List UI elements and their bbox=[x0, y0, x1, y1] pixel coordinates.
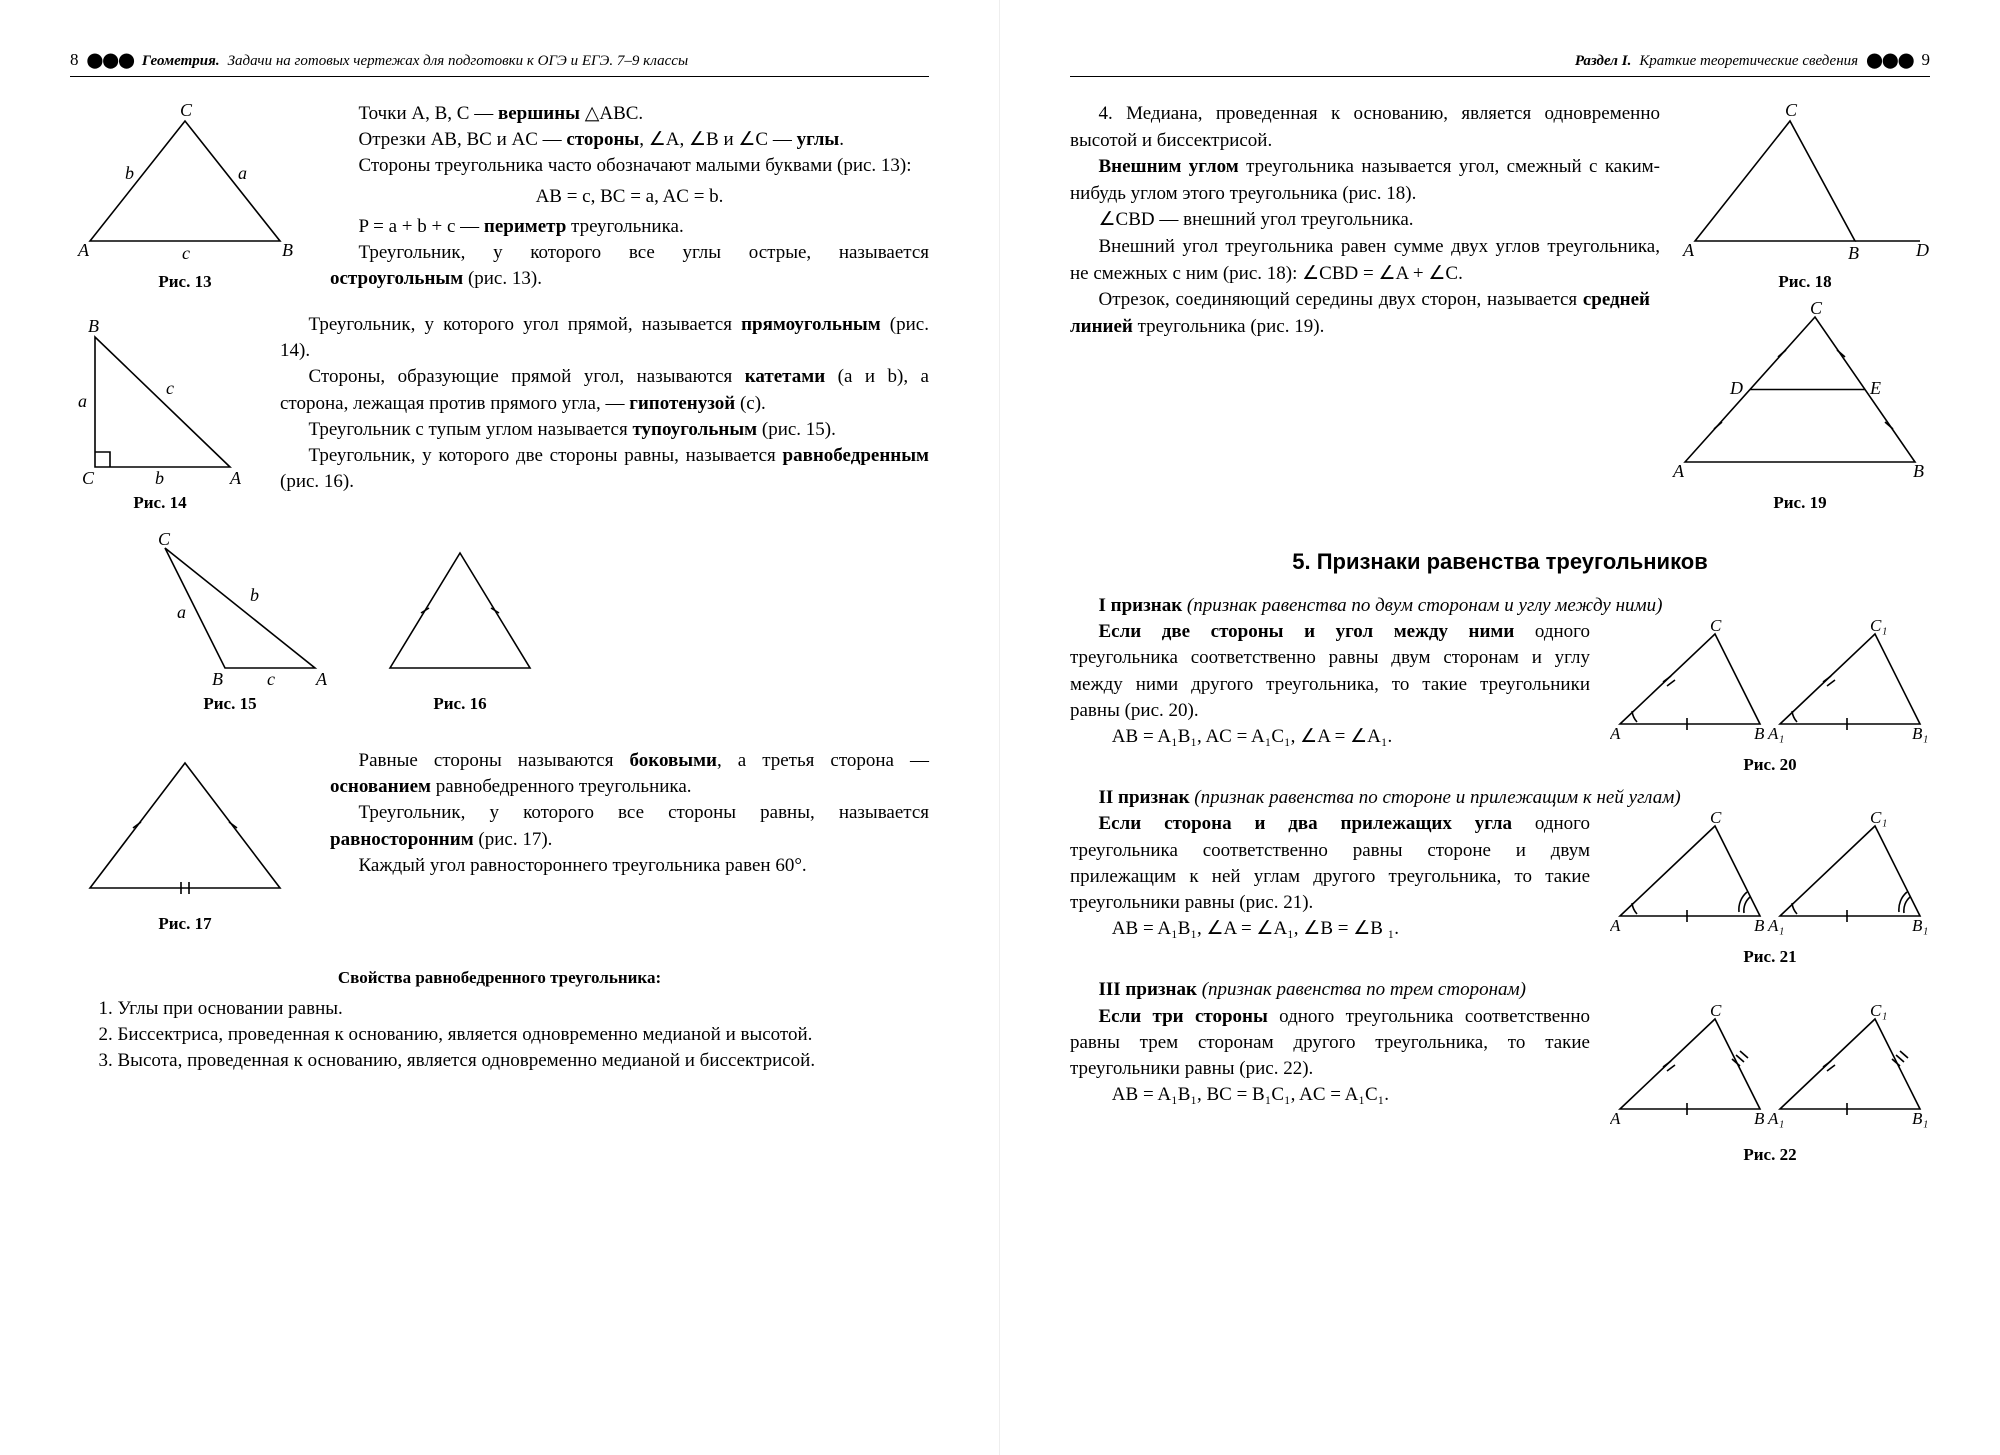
svg-text:C₁: C₁ bbox=[1870, 1004, 1887, 1020]
block-fig17: Рис. 17 Равные стороны называются боковы… bbox=[70, 748, 929, 954]
svg-text:A: A bbox=[315, 669, 328, 688]
head-section-bold: Раздел I. bbox=[1575, 53, 1632, 70]
figure-15-caption: Рис. 15 bbox=[130, 694, 330, 714]
svg-text:B: B bbox=[1754, 724, 1765, 743]
prop-2: 2. Биссектриса, проведенная к основанию,… bbox=[70, 1022, 929, 1048]
text-col-2: Треугольник, у которого угол прямой, наз… bbox=[280, 312, 929, 533]
svg-text:C₁: C₁ bbox=[1870, 811, 1887, 827]
svg-text:b: b bbox=[250, 585, 259, 605]
svg-text:b: b bbox=[155, 468, 164, 487]
row-figs-15-16: C B A a b c Рис. 15 bbox=[130, 533, 929, 734]
svg-text:A₁: A₁ bbox=[1767, 1109, 1784, 1128]
svg-text:B: B bbox=[1848, 243, 1859, 263]
svg-text:C: C bbox=[1710, 811, 1722, 827]
figure-18-caption: Рис. 18 bbox=[1680, 272, 1930, 292]
svg-text:A₁: A₁ bbox=[1767, 916, 1784, 935]
figure-16-caption: Рис. 16 bbox=[370, 694, 550, 714]
figure-19-caption: Рис. 19 bbox=[1670, 493, 1930, 513]
figure-19: A B C D E Рис. 19 bbox=[1670, 302, 1930, 513]
head-title-italic: Задачи на готовых чертежах для подготовк… bbox=[228, 53, 689, 70]
head-title-italic: Краткие теоретические сведения bbox=[1639, 53, 1858, 70]
svg-text:B: B bbox=[1754, 1109, 1765, 1128]
isosceles-properties-head: Свойства равнобедренного треугольника: bbox=[70, 968, 929, 988]
sign3-header: III признак (признак равенства по трем с… bbox=[1070, 977, 1930, 1003]
figure-22: A B C A₁ B₁ C₁ Рис. 22 bbox=[1610, 1004, 1930, 1165]
svg-text:c: c bbox=[267, 669, 275, 688]
svg-text:A: A bbox=[1610, 916, 1621, 935]
svg-text:B₁: B₁ bbox=[1912, 724, 1928, 743]
svg-text:c: c bbox=[166, 378, 174, 398]
svg-text:C: C bbox=[180, 101, 193, 120]
svg-text:B: B bbox=[88, 316, 99, 336]
svg-text:D: D bbox=[1915, 240, 1929, 260]
figure-16: Рис. 16 bbox=[370, 533, 550, 714]
svg-text:a: a bbox=[78, 391, 87, 411]
svg-text:E: E bbox=[1869, 378, 1881, 398]
figure-20: A B C A₁ B₁ C₁ Рис. 20 bbox=[1610, 619, 1930, 775]
svg-text:B₁: B₁ bbox=[1912, 916, 1928, 935]
figure-15: C B A a b c Рис. 15 bbox=[130, 533, 330, 714]
svg-text:C: C bbox=[1810, 302, 1823, 318]
book-spread: 8 ⬤⬤⬤ Геометрия. Задачи на готовых черте… bbox=[0, 0, 2000, 1455]
svg-text:D: D bbox=[1729, 378, 1743, 398]
text-col-1: Точки A, B, C — вершины △ABC. Отрезки AB… bbox=[330, 101, 929, 312]
svg-text:C: C bbox=[1785, 101, 1798, 120]
page-9: Раздел I. Краткие теоретические сведения… bbox=[1000, 0, 2000, 1455]
svg-text:A: A bbox=[229, 468, 242, 487]
figure-21: A B C A₁ B₁ C₁ Рис. 21 bbox=[1610, 811, 1930, 967]
svg-text:b: b bbox=[125, 163, 134, 183]
figure-21-caption: Рис. 21 bbox=[1610, 947, 1930, 967]
figure-14: C A B a b c Рис. 14 bbox=[70, 312, 250, 513]
figure-20-caption: Рис. 20 bbox=[1610, 755, 1930, 775]
svg-text:B: B bbox=[1754, 916, 1765, 935]
prop-3: 3. Высота, проведенная к основанию, явля… bbox=[70, 1048, 929, 1074]
figure-13-caption: Рис. 13 bbox=[70, 272, 300, 292]
figure-14-caption: Рис. 14 bbox=[70, 493, 250, 513]
svg-text:c: c bbox=[182, 243, 190, 263]
running-head-left: 8 ⬤⬤⬤ Геометрия. Задачи на готовых черте… bbox=[70, 50, 929, 77]
block-fig13: A B C a b c Рис. 13 Точки A, B, C — верш… bbox=[70, 101, 929, 312]
svg-text:a: a bbox=[177, 602, 186, 622]
figure-13: A B C a b c Рис. 13 bbox=[70, 101, 300, 292]
svg-text:a: a bbox=[238, 163, 247, 183]
head-title-bold: Геометрия. bbox=[142, 53, 220, 70]
svg-text:C: C bbox=[82, 468, 95, 487]
svg-text:C₁: C₁ bbox=[1870, 619, 1887, 635]
text-col-3: Равные стороны называются боковыми, а тр… bbox=[330, 748, 929, 954]
section-5-title: 5. Признаки равенства треугольников bbox=[1070, 549, 1930, 575]
page-number: 9 bbox=[1922, 50, 1931, 70]
svg-text:A: A bbox=[1672, 461, 1685, 481]
bullets-ornament: ⬤⬤⬤ bbox=[1866, 51, 1913, 70]
sign2-header: II признак (признак равенства по стороне… bbox=[1070, 785, 1930, 811]
svg-text:A: A bbox=[1610, 1109, 1621, 1128]
figure-17: Рис. 17 bbox=[70, 748, 300, 934]
svg-text:A₁: A₁ bbox=[1767, 724, 1784, 743]
sign1-header: I признак (признак равенства по двум сто… bbox=[1070, 593, 1930, 619]
page-8: 8 ⬤⬤⬤ Геометрия. Задачи на готовых черте… bbox=[0, 0, 1000, 1455]
svg-text:C: C bbox=[1710, 1004, 1722, 1020]
prop-1: 1. Углы при основании равны. bbox=[70, 996, 929, 1022]
svg-text:B: B bbox=[282, 240, 293, 260]
svg-text:A: A bbox=[1682, 240, 1695, 260]
page-number: 8 bbox=[70, 50, 79, 70]
svg-text:A: A bbox=[1610, 724, 1621, 743]
bullets-ornament: ⬤⬤⬤ bbox=[87, 51, 134, 70]
figure-17-caption: Рис. 17 bbox=[70, 914, 300, 934]
svg-text:C: C bbox=[158, 533, 171, 549]
svg-text:B: B bbox=[212, 669, 223, 688]
running-head-right: Раздел I. Краткие теоретические сведения… bbox=[1070, 50, 1930, 77]
svg-text:A: A bbox=[77, 240, 90, 260]
svg-text:B₁: B₁ bbox=[1912, 1109, 1928, 1128]
svg-text:B: B bbox=[1913, 461, 1924, 481]
svg-text:C: C bbox=[1710, 619, 1722, 635]
figure-22-caption: Рис. 22 bbox=[1610, 1145, 1930, 1165]
figure-18: A B C D Рис. 18 bbox=[1680, 101, 1930, 292]
block-fig14: C A B a b c Рис. 14 Треугольник, у котор… bbox=[70, 312, 929, 533]
